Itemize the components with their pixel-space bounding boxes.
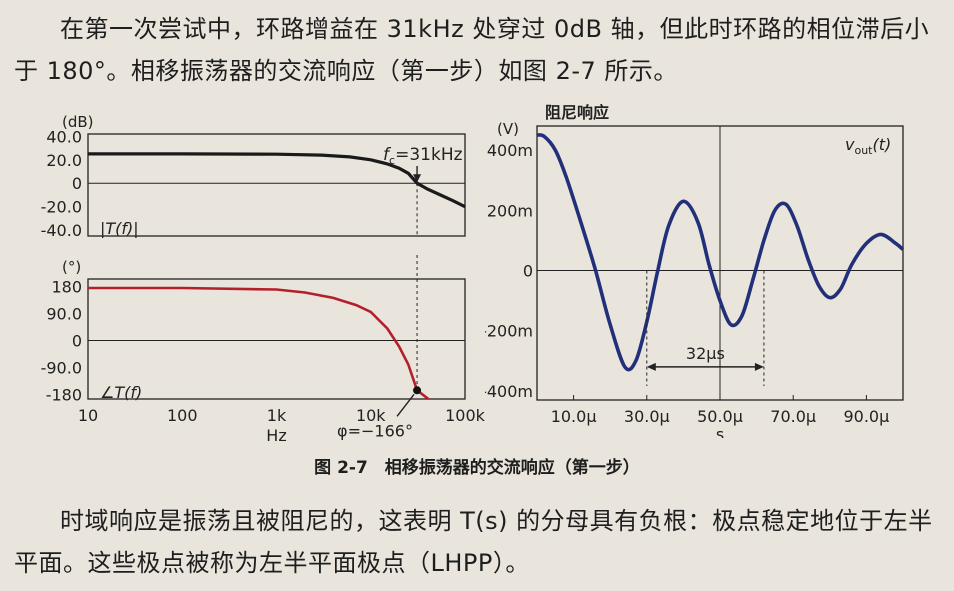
x-tick-label: 1k bbox=[267, 406, 287, 425]
y-tick-label: -400m bbox=[485, 382, 533, 401]
y-tick-label: 40.0 bbox=[46, 127, 82, 146]
y-tick-label: 200m bbox=[487, 201, 533, 220]
x-tick-label: 100k bbox=[445, 406, 486, 425]
chart-title: ∠T(f) bbox=[100, 383, 142, 402]
chart-title: |T(f)| bbox=[100, 219, 139, 238]
y-tick-label: 0 bbox=[523, 262, 533, 281]
period-arrow-head-right bbox=[754, 362, 764, 371]
y-tick-label: 0 bbox=[72, 174, 82, 193]
x-axis-label: s bbox=[716, 425, 724, 438]
y-unit-label: (dB) bbox=[62, 113, 94, 131]
phi-arrow-shaft bbox=[396, 393, 415, 417]
phase-series-line bbox=[88, 286, 431, 399]
figure-caption: 图 2-7 相移振荡器的交流响应（第一步） bbox=[314, 458, 640, 478]
period-label: 32μs bbox=[686, 344, 725, 363]
y-tick-label: 20.0 bbox=[46, 151, 82, 170]
phase-chart: (°) 180 90.0 0 -90.0 -180 ∠T(f) φ=−166° 10 100 1k 1… bbox=[41, 255, 486, 445]
phi-marker-dot bbox=[413, 386, 422, 395]
x-axis-label: Hz bbox=[266, 426, 286, 445]
y-tick-label: -20.0 bbox=[41, 198, 82, 217]
y-tick-label: 400m bbox=[487, 141, 533, 160]
phi-annotation-label: φ=−166° bbox=[337, 421, 413, 440]
plot-frame bbox=[87, 278, 466, 400]
vout-series-line bbox=[536, 133, 905, 372]
x-tick-label: 50.0μ bbox=[697, 407, 743, 426]
y-tick-label: 0 bbox=[72, 332, 82, 351]
plot-frame bbox=[87, 133, 466, 237]
y-unit-label: (V) bbox=[497, 120, 519, 138]
y-tick-label: -40.0 bbox=[41, 221, 82, 240]
paragraph-bottom: 时域响应是振荡且被阻尼的，这表明 T(s) 的分母具有负根：极点稳定地位于左半平… bbox=[14, 507, 933, 577]
vout-series-label: vout(t) bbox=[845, 135, 891, 157]
paragraph-top: 在第一次尝试中，环路增益在 31kHz 处穿过 0dB 轴，但此时环路的相位滞后… bbox=[14, 15, 930, 85]
chart-title: 阻尼响应 bbox=[545, 103, 609, 122]
x-tick-label: 30.0μ bbox=[624, 407, 670, 426]
fc-arrow-head bbox=[413, 174, 422, 183]
y-tick-label: -180 bbox=[46, 386, 82, 405]
x-tick-label: 90.0μ bbox=[843, 407, 889, 426]
period-arrow-head-left bbox=[646, 362, 656, 371]
magnitude-series-line bbox=[88, 152, 466, 209]
x-tick-label: 10 bbox=[78, 406, 98, 425]
time-response-chart: (V) 阻尼响应 400m 200m 0 -200m -400m 10.0μ 30.0μ 50.0… bbox=[485, 103, 905, 438]
x-tick-label: 70.0μ bbox=[770, 407, 816, 426]
x-tick-label: 10k bbox=[356, 406, 386, 425]
x-tick-label: 10.0μ bbox=[551, 407, 597, 426]
y-unit-label: (°) bbox=[62, 258, 81, 276]
y-tick-label: -90.0 bbox=[41, 359, 82, 378]
fc-annotation-label: fc=31kHz bbox=[383, 145, 463, 167]
magnitude-chart: (dB)40.0 20.0 0 -20.0 -40.0 |T(f)| fc=31kHz bbox=[41, 113, 466, 240]
x-tick-label: 100 bbox=[167, 406, 198, 425]
y-tick-label: 90.0 bbox=[46, 305, 82, 324]
y-tick-label: 180 bbox=[51, 278, 82, 297]
y-tick-label: -200m bbox=[485, 322, 533, 341]
